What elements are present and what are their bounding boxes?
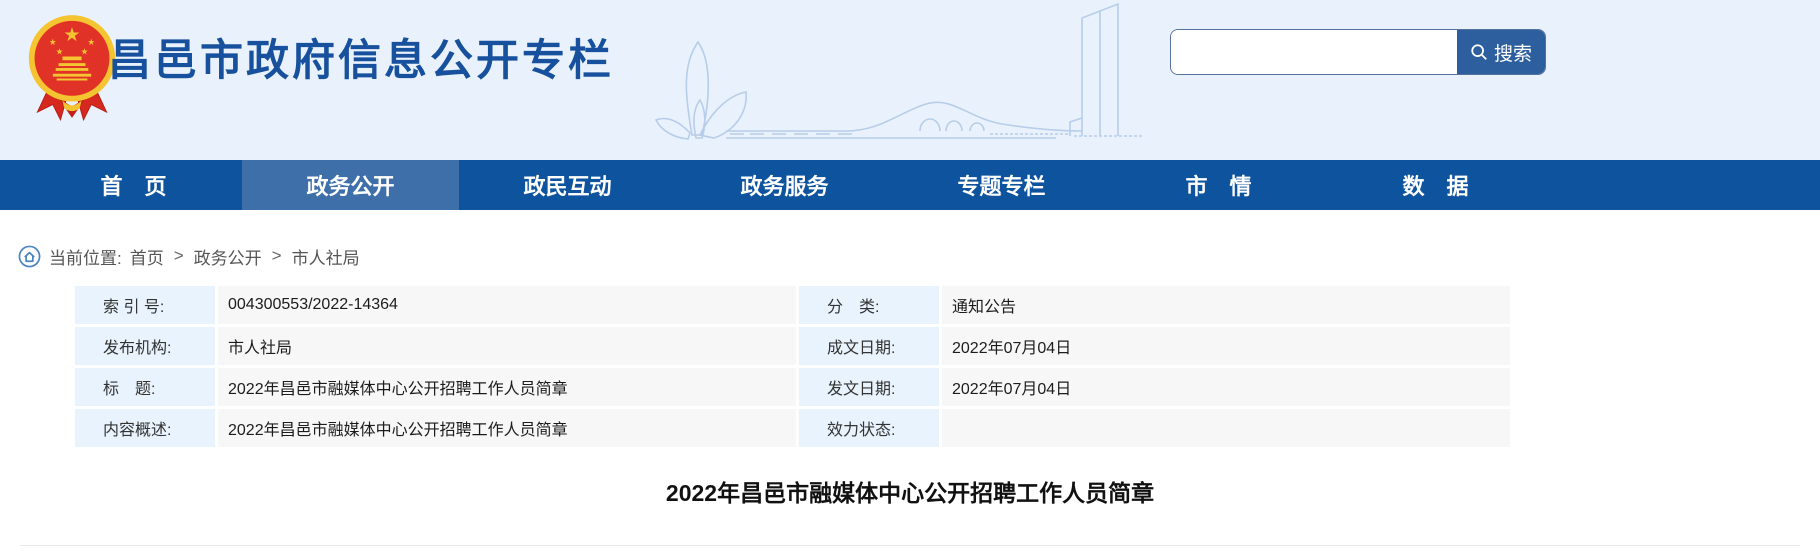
svg-text:★: ★ — [81, 47, 89, 57]
breadcrumb-link-government-affairs[interactable]: 政务公开 — [193, 248, 262, 268]
meta-value-title: 2022年昌邑市融媒体中心公开招聘工作人员简章 — [218, 368, 796, 406]
meta-label-summary: 内容概述: — [75, 409, 215, 447]
meta-value-category: 通知公告 — [942, 286, 1510, 324]
document-meta-table: 索 引 号: 004300553/2022-14364 分 类: 通知公告 发布… — [75, 286, 1510, 447]
meta-label-validity: 效力状态: — [799, 409, 939, 447]
nav-item-city-info[interactable]: 市 情 — [1185, 174, 1252, 199]
meta-label-title: 标 题: — [75, 368, 215, 406]
search-icon — [1471, 44, 1487, 60]
main-nav: 首 页 政务公开 政民互动 政务服务 专题专栏 市 情 数 据 — [0, 160, 1820, 210]
breadcrumb-prefix: 当前位置: — [49, 248, 122, 268]
nav-item-home[interactable]: 首 页 — [100, 174, 167, 199]
nav-item-government-affairs[interactable]: 政务公开 — [242, 160, 459, 210]
svg-text:★: ★ — [63, 25, 80, 46]
search-bar: 搜索 — [1170, 29, 1546, 75]
meta-value-index-no: 004300553/2022-14364 — [218, 286, 796, 324]
breadcrumb: 当前位置: 首页 > 政务公开 > 市人社局 — [18, 243, 1820, 269]
meta-value-publish-date: 2022年07月04日 — [942, 368, 1510, 406]
breadcrumb-separator: > — [173, 246, 184, 265]
breadcrumb-separator: > — [271, 246, 282, 265]
breadcrumb-current: 市人社局 — [291, 248, 360, 268]
national-emblem-icon: ★ ★ ★ ★ ★ — [28, 15, 116, 122]
meta-label-publish-date: 发文日期: — [799, 368, 939, 406]
city-skyline-illustration — [654, 2, 1144, 140]
svg-text:★: ★ — [49, 37, 57, 47]
site-header: ★ ★ ★ ★ ★ 昌邑市政府信息公开专栏 — [0, 0, 1820, 160]
meta-label-category: 分 类: — [799, 286, 939, 324]
meta-value-validity — [942, 409, 1510, 447]
svg-text:★: ★ — [87, 37, 95, 47]
site-title: 昌邑市政府信息公开专栏 — [108, 37, 614, 85]
nav-item-special-topics[interactable]: 专题专栏 — [957, 174, 1046, 199]
meta-label-index-no: 索 引 号: — [75, 286, 215, 324]
meta-label-issuing-org: 发布机构: — [75, 327, 215, 365]
nav-item-public-interaction[interactable]: 政民互动 — [523, 174, 612, 199]
article-title: 2022年昌邑市融媒体中心公开招聘工作人员简章 — [665, 480, 1155, 506]
meta-label-written-date: 成文日期: — [799, 327, 939, 365]
meta-value-written-date: 2022年07月04日 — [942, 327, 1510, 365]
search-button-label: 搜索 — [1493, 43, 1532, 65]
search-input[interactable] — [1171, 30, 1457, 74]
nav-item-data[interactable]: 数 据 — [1402, 174, 1469, 199]
svg-text:★: ★ — [56, 47, 64, 57]
divider — [20, 545, 1800, 546]
home-icon — [18, 245, 41, 267]
meta-value-issuing-org: 市人社局 — [218, 327, 796, 365]
nav-item-government-services[interactable]: 政务服务 — [740, 174, 829, 199]
meta-value-summary: 2022年昌邑市融媒体中心公开招聘工作人员简章 — [218, 409, 796, 447]
breadcrumb-link-home[interactable]: 首页 — [129, 248, 164, 268]
search-button[interactable]: 搜索 — [1457, 30, 1545, 74]
